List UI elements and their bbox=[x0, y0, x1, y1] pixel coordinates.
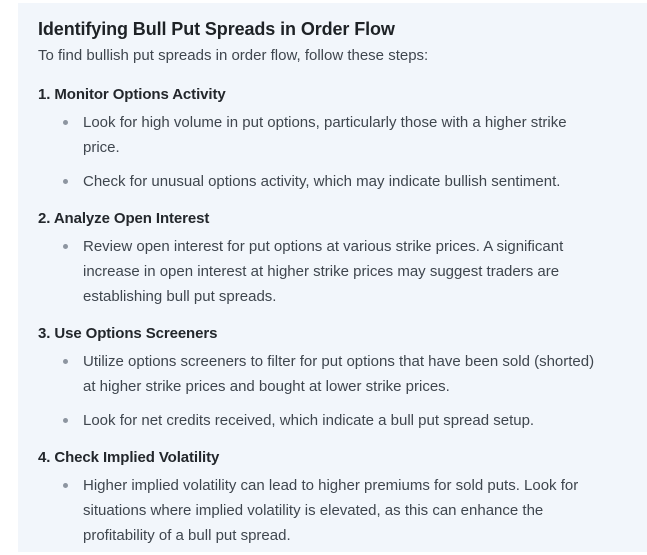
bullet-list: Look for high volume in put options, par… bbox=[38, 110, 639, 194]
section-heading: 4. Check Implied Volatility bbox=[38, 449, 220, 466]
bullet-list: Utilize options screeners to filter for … bbox=[38, 349, 639, 433]
bullet-text: Review open interest for put options at … bbox=[83, 238, 564, 305]
content-panel: Identifying Bull Put Spreads in Order Fl… bbox=[18, 3, 647, 552]
bullet-dot-icon bbox=[63, 120, 68, 125]
bullet-item: Utilize options screeners to filter for … bbox=[63, 349, 601, 399]
bullet-item: Check for unusual options activity, whic… bbox=[63, 169, 601, 194]
bullet-text: Utilize options screeners to filter for … bbox=[83, 353, 595, 395]
section-heading: 1. Monitor Options Activity bbox=[38, 86, 226, 103]
bullet-dot-icon bbox=[63, 359, 68, 364]
bullet-item: Review open interest for put options at … bbox=[63, 234, 601, 309]
bullet-item: Look for high volume in put options, par… bbox=[63, 110, 601, 160]
sections-container: 1. Monitor Options Activity Look for high… bbox=[38, 85, 639, 548]
bullet-dot-icon bbox=[63, 179, 68, 184]
bullet-list: Higher implied volatility can lead to hi… bbox=[38, 473, 639, 548]
article-title: Identifying Bull Put Spreads in Order Fl… bbox=[38, 19, 395, 39]
intro-text: To find bullish put spreads in order flo… bbox=[38, 47, 429, 64]
bullet-dot-icon bbox=[63, 244, 68, 249]
bullet-item: Higher implied volatility can lead to hi… bbox=[63, 473, 601, 548]
section-heading: 3. Use Options Screeners bbox=[38, 325, 218, 342]
bullet-dot-icon bbox=[63, 483, 68, 488]
bullet-text: Look for high volume in put options, par… bbox=[83, 114, 567, 156]
bullet-list: Review open interest for put options at … bbox=[38, 234, 639, 309]
bullet-text: Higher implied volatility can lead to hi… bbox=[83, 477, 579, 544]
bullet-item: Look for net credits received, which ind… bbox=[63, 408, 601, 433]
bullet-dot-icon bbox=[63, 418, 68, 423]
bullet-text: Check for unusual options activity, whic… bbox=[83, 173, 561, 190]
bullet-text: Look for net credits received, which ind… bbox=[83, 412, 535, 429]
section-heading: 2. Analyze Open Interest bbox=[38, 210, 210, 227]
